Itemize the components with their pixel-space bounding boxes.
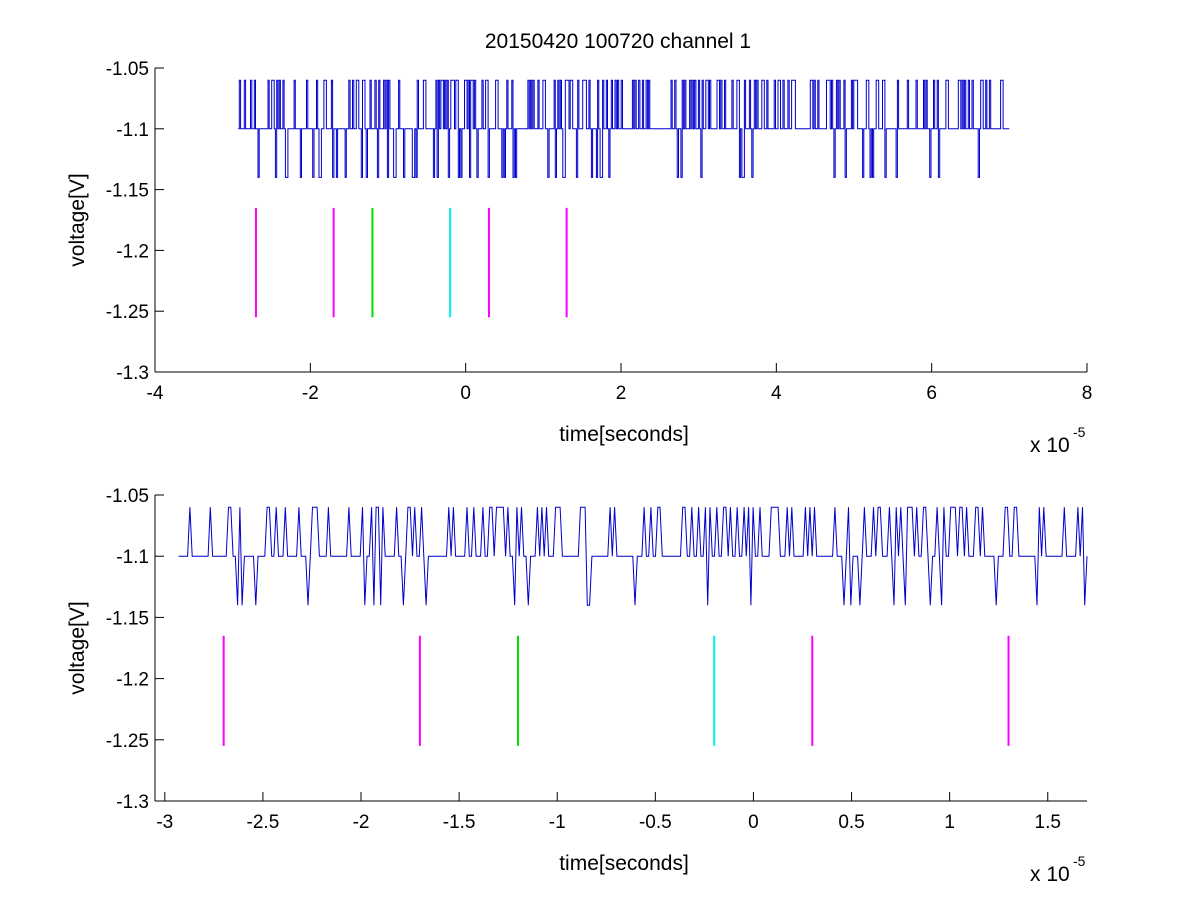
- x-tick-label: -2: [302, 383, 319, 404]
- top-plot: -4 -2 0 2 4 6 8 -1.05 -1.1 -1.15 -1.2 -1.25 -1.3 time…: [66, 59, 1092, 457]
- x-scale-multiplier: x 10-5: [1030, 424, 1086, 457]
- x-axis-label: time[seconds]: [559, 423, 689, 446]
- y-tick-label: -1.3: [116, 363, 149, 384]
- x-scale-exponent: -5: [1073, 853, 1086, 869]
- x-tick-label: 0.5: [838, 812, 864, 833]
- x-tick-label: -4: [147, 383, 164, 404]
- x-tick-label: -1.5: [443, 812, 476, 833]
- x-tick-label: 8: [1082, 383, 1093, 404]
- y-tick-label: -1.1: [116, 547, 149, 568]
- x-tick-label: -1: [549, 812, 566, 833]
- x-scale-base: x 10: [1030, 434, 1070, 457]
- x-scale-exponent: -5: [1073, 424, 1086, 440]
- y-tick-label: -1.3: [116, 792, 149, 813]
- voltage-trace: [238, 79, 1010, 178]
- y-tick-label: -1.25: [106, 302, 149, 323]
- x-tick-label: 1.5: [1035, 812, 1061, 833]
- bottom-plot: -3 -2.5 -2 -1.5 -1 -0.5 0 0.5 1 1.5 -1.05 -1.1 -1.15…: [66, 486, 1088, 886]
- y-tick-label: -1.05: [106, 59, 149, 80]
- x-tick-label: -2: [353, 812, 370, 833]
- x-tick-label: 0: [748, 812, 759, 833]
- figure-title: 20150420 100720 channel 1: [485, 30, 751, 53]
- y-tick-label: -1.15: [106, 181, 149, 202]
- x-tick-label: -2.5: [247, 812, 280, 833]
- voltage-trace: [178, 506, 1088, 606]
- y-axis-label: voltage[V]: [66, 173, 89, 266]
- x-tick-label: 1: [944, 812, 955, 833]
- y-tick-label: -1.15: [106, 608, 149, 629]
- x-tick-label: 6: [926, 383, 937, 404]
- y-tick-label: -1.2: [116, 241, 149, 262]
- y-axis-label: voltage[V]: [66, 601, 89, 694]
- x-scale-multiplier: x 10-5: [1030, 853, 1086, 886]
- y-tick-label: -1.2: [116, 670, 149, 691]
- y-tick-label: -1.25: [106, 731, 149, 752]
- x-tick-label: 2: [616, 383, 627, 404]
- x-tick-label: 4: [771, 383, 782, 404]
- y-tick-label: -1.1: [116, 120, 149, 141]
- x-tick-label: -0.5: [639, 812, 672, 833]
- x-tick-label: 0: [460, 383, 471, 404]
- x-tick-label: -3: [156, 812, 173, 833]
- x-axis-label: time[seconds]: [559, 852, 689, 875]
- x-scale-base: x 10: [1030, 863, 1070, 886]
- y-tick-label: -1.05: [106, 486, 149, 507]
